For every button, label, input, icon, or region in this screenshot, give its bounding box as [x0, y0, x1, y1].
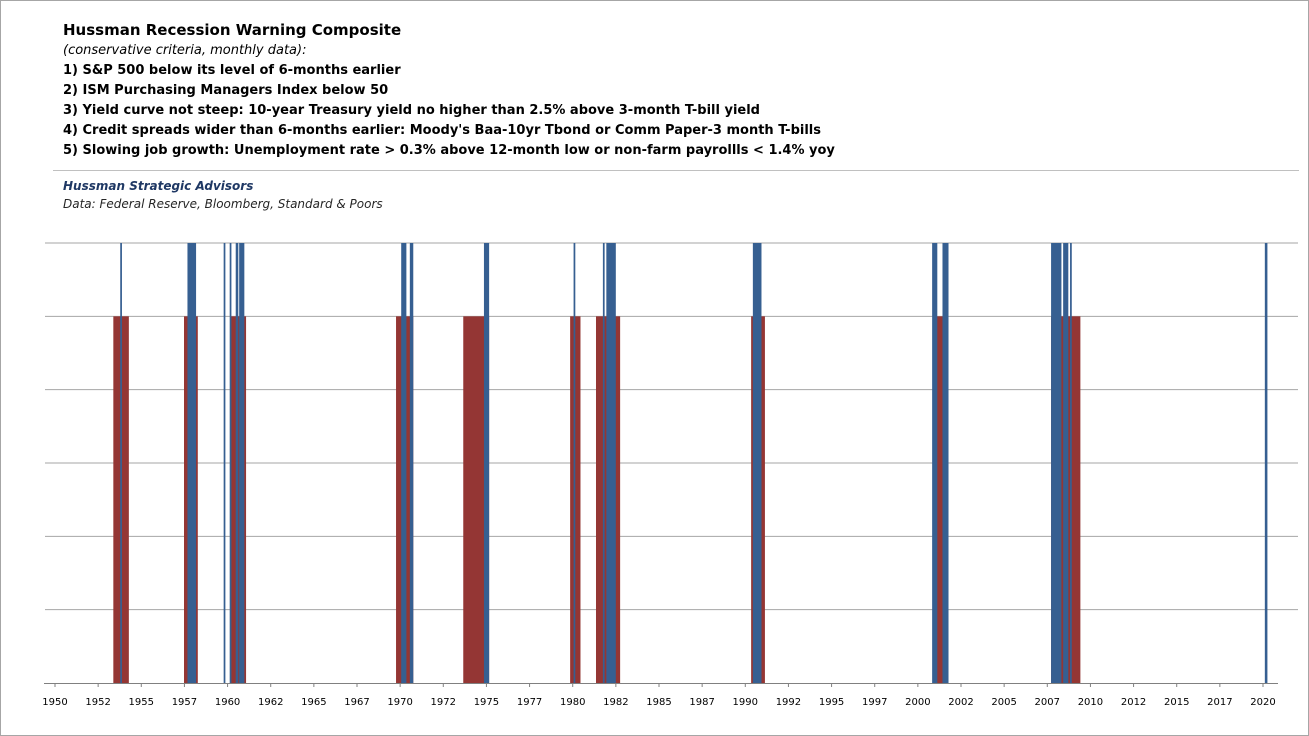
warning-bar-7 — [409, 243, 414, 683]
criterion-2: 2) ISM Purchasing Managers Index below 5… — [63, 83, 389, 98]
source-data: Data: Federal Reserve, Bloomberg, Standa… — [63, 197, 383, 211]
warning-bar-15 — [1051, 243, 1062, 683]
x-tick-label: 1992 — [776, 697, 801, 708]
x-tick-label: 1985 — [646, 697, 671, 708]
criterion-4: 4) Credit spreads wider than 6-months ea… — [63, 123, 821, 138]
bars — [113, 243, 1268, 683]
x-tick-label: 1950 — [42, 697, 67, 708]
x-tick-label: 1957 — [172, 697, 197, 708]
x-tick-label: 1982 — [603, 697, 628, 708]
x-tick-label: 1997 — [862, 697, 887, 708]
warning-bar-5 — [239, 243, 245, 683]
warning-bar-9 — [573, 243, 576, 683]
x-axis: 1950 1952 1955 1957 1960 1962 1965 1967 1970 1972… — [42, 683, 1278, 708]
warning-bar-13 — [932, 243, 938, 683]
warning-bar-2 — [223, 243, 226, 683]
warning-bar-10 — [602, 243, 605, 683]
warning-bar-12 — [752, 243, 762, 683]
x-tick-label: 2015 — [1164, 697, 1189, 708]
x-tick-label: 2017 — [1207, 697, 1232, 708]
warning-bar-8 — [483, 243, 490, 683]
warning-bar-1 — [187, 243, 197, 683]
chart-header: Hussman Recession Warning Composite (con… — [63, 20, 835, 161]
x-tick-label: 1960 — [215, 697, 240, 708]
gridlines — [45, 242, 1298, 611]
x-tick-label: 2010 — [1078, 697, 1103, 708]
criterion-1: 1) S&P 500 below its level of 6-months e… — [63, 63, 401, 78]
x-tick-label: 2005 — [991, 697, 1016, 708]
warning-bar-3 — [229, 243, 232, 683]
x-tick-label: 1980 — [560, 697, 585, 708]
chart-subtitle: (conservative criteria, monthly data): — [63, 43, 307, 58]
x-tick-label: 1965 — [301, 697, 326, 708]
x-tick-label: 1995 — [819, 697, 844, 708]
x-tick-label: 2007 — [1035, 697, 1060, 708]
x-tick-label: 1970 — [387, 697, 412, 708]
x-tick-label: 1955 — [129, 697, 154, 708]
x-tick-label: 1975 — [474, 697, 499, 708]
warning-bar-6 — [401, 243, 407, 683]
x-tick-label: 2020 — [1250, 697, 1275, 708]
x-tick-label: 1962 — [258, 697, 283, 708]
warning-bar-18 — [1264, 243, 1268, 683]
chart-title: Hussman Recession Warning Composite — [63, 21, 402, 39]
warning-bar-16 — [1063, 243, 1069, 683]
x-tick-label: 1987 — [689, 697, 714, 708]
x-tick-label: 1967 — [344, 697, 369, 708]
criterion-3: 3) Yield curve not steep: 10-year Treasu… — [63, 103, 760, 118]
x-tick-label: 1952 — [85, 697, 110, 708]
source-org: Hussman Strategic Advisors — [63, 179, 254, 193]
x-tick-label: 1977 — [517, 697, 542, 708]
x-tick-label: 1972 — [431, 697, 456, 708]
criterion-5: 5) Slowing job growth: Unemployment rate… — [63, 143, 835, 158]
warning-bar-11 — [606, 243, 616, 683]
x-tick-label: 2012 — [1121, 697, 1146, 708]
warning-bar-17 — [1070, 243, 1072, 683]
x-tick-label: 2002 — [948, 697, 973, 708]
source-block: Hussman Strategic Advisors Data: Federal… — [63, 178, 383, 213]
warning-bar-0 — [120, 243, 122, 683]
x-tick-label: 2000 — [905, 697, 930, 708]
criteria-list: 1) S&P 500 below its level of 6-months e… — [63, 61, 835, 161]
warning-bar-4 — [235, 243, 239, 683]
plot-area-top-border — [53, 170, 1299, 171]
x-tick-label: 1990 — [733, 697, 758, 708]
warning-bar-14 — [942, 243, 949, 683]
